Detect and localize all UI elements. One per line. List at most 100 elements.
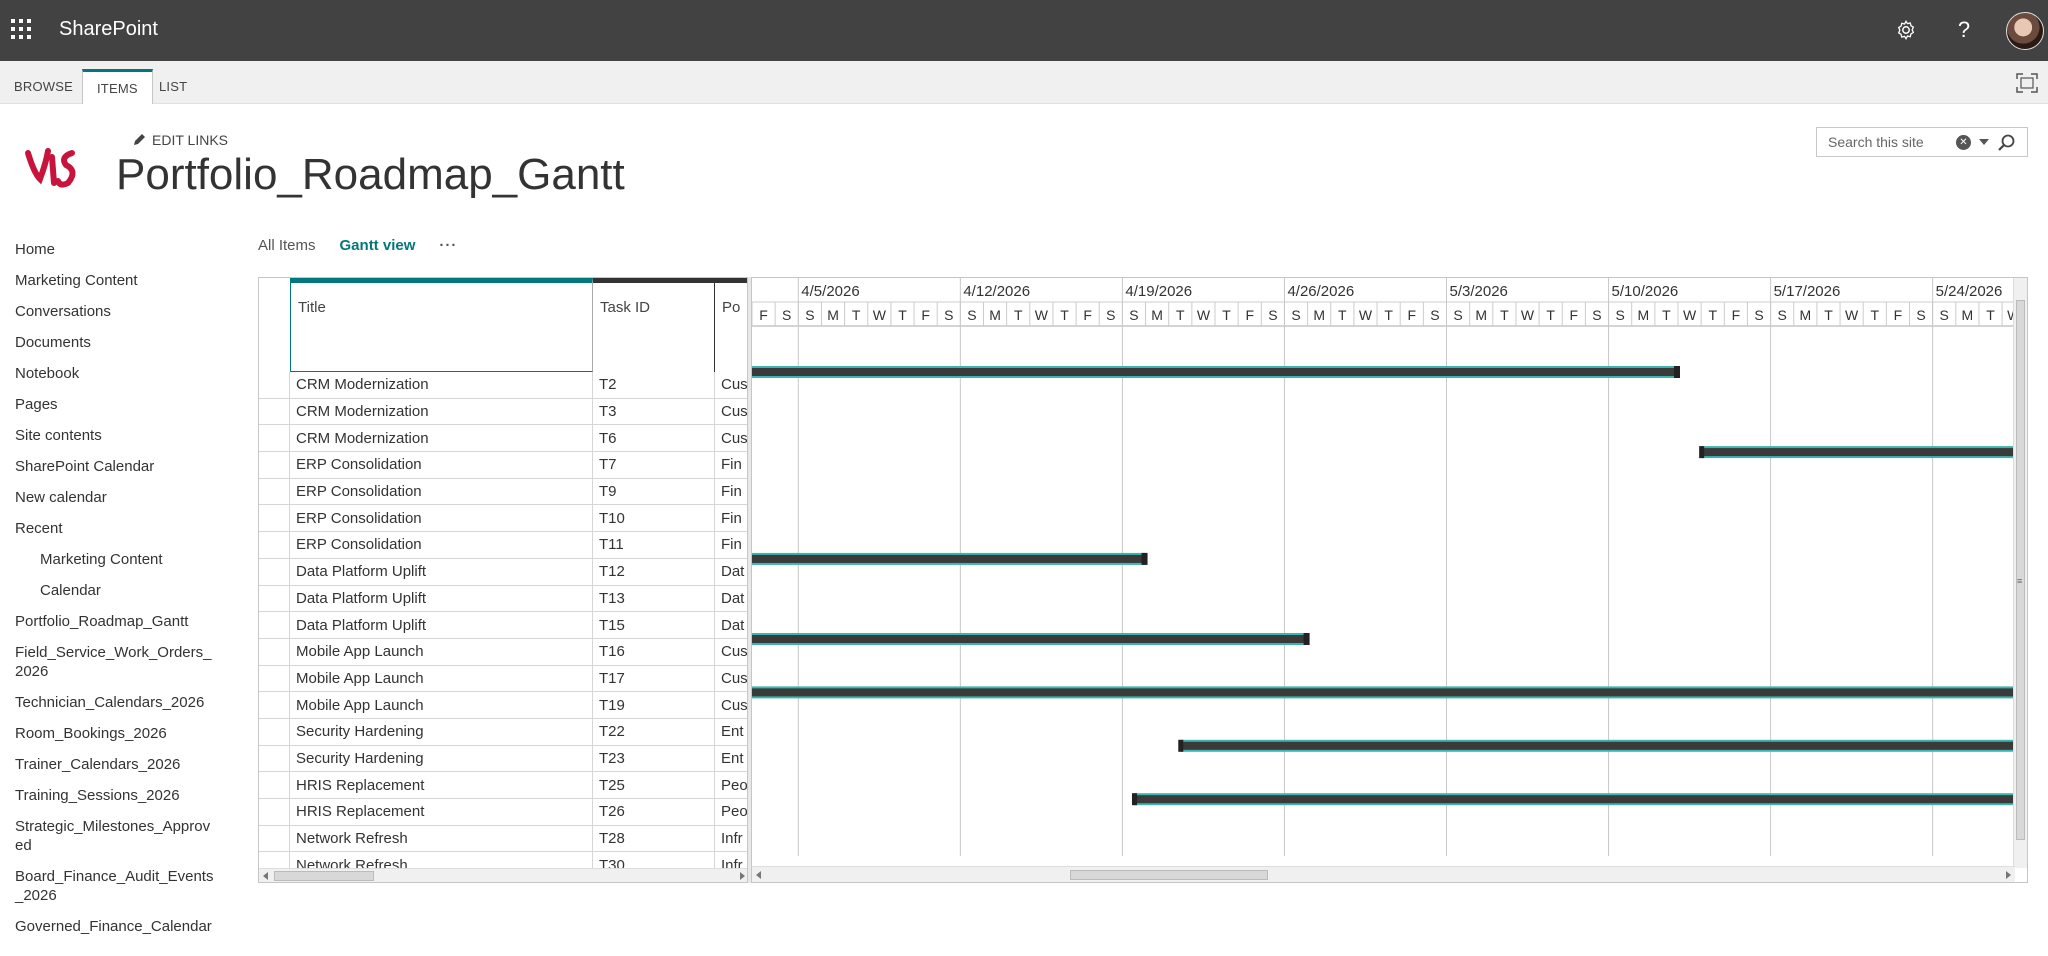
table-row[interactable]: Data Platform Uplift T15 Dat (259, 612, 747, 639)
gantt-bar-end-handle[interactable] (1303, 633, 1310, 645)
nav-item-pages[interactable]: Pages (15, 396, 58, 413)
table-row[interactable]: ERP Consolidation T11 Fin (259, 532, 747, 559)
nav-item-strategic-milestones[interactable]: Strategic_Milestones_Approved (15, 818, 211, 854)
gantt-bar[interactable] (1133, 795, 2015, 804)
cell-title[interactable]: Mobile App Launch (290, 638, 593, 665)
cell-portfolio[interactable]: Cus (715, 666, 747, 692)
table-row[interactable]: Network Refresh T28 Infr (259, 825, 747, 853)
scroll-right-icon[interactable] (740, 872, 745, 880)
table-row[interactable]: HRIS Replacement T25 Peo (259, 772, 747, 799)
cell-title[interactable]: HRIS Replacement (290, 772, 593, 798)
table-row[interactable]: Security Hardening T22 Ent (259, 718, 747, 746)
cell-title[interactable]: ERP Consolidation (290, 452, 593, 478)
pane-splitter[interactable] (748, 277, 752, 883)
row-selector[interactable] (259, 692, 290, 718)
cell-title[interactable]: Network Refresh (290, 825, 593, 852)
cell-portfolio[interactable]: Cus (715, 639, 747, 665)
cell-portfolio[interactable]: Cus (715, 425, 747, 451)
cell-portfolio[interactable]: Dat (715, 612, 747, 638)
cell-task-id[interactable]: T26 (593, 799, 715, 825)
gantt-bar[interactable] (752, 688, 2015, 697)
cell-task-id[interactable]: T3 (593, 398, 715, 425)
cell-task-id[interactable]: T16 (593, 638, 715, 665)
nav-item-home[interactable]: Home (15, 241, 56, 258)
gantt-bar[interactable] (1701, 448, 2015, 457)
cell-task-id[interactable]: T6 (593, 425, 715, 452)
cell-title[interactable]: CRM Modernization (290, 372, 593, 398)
nav-item-portfolio-roadmap-gantt[interactable]: Portfolio_Roadmap_Gantt (15, 613, 189, 630)
row-selector[interactable] (259, 612, 290, 638)
row-selector[interactable] (259, 398, 290, 425)
waffle-icon[interactable] (11, 19, 31, 39)
row-selector[interactable] (259, 772, 290, 798)
gantt-bar-start-handle[interactable] (1178, 739, 1184, 752)
cell-task-id[interactable]: T17 (593, 665, 715, 692)
gantt-horizontal-scrollbar[interactable] (752, 866, 2015, 882)
avatar[interactable] (2006, 12, 2044, 50)
site-logo[interactable] (24, 143, 86, 195)
cell-portfolio[interactable]: Cus (715, 692, 747, 718)
row-selector[interactable] (259, 799, 290, 825)
ribbon-tab-browse[interactable]: BROWSE (14, 79, 73, 94)
row-selector[interactable] (259, 585, 290, 612)
column-header-title[interactable]: Title (290, 278, 593, 372)
table-row[interactable]: Security Hardening T23 Ent (259, 745, 747, 773)
nav-item-site-contents[interactable]: Site contents (15, 427, 102, 444)
cell-title[interactable]: Security Hardening (290, 745, 593, 772)
ribbon-tab-list[interactable]: LIST (159, 79, 188, 94)
row-selector[interactable] (259, 665, 290, 692)
table-row[interactable]: Mobile App Launch T19 Cus (259, 692, 747, 719)
cell-title[interactable]: Mobile App Launch (290, 665, 593, 692)
nav-item-conversations[interactable]: Conversations (15, 303, 111, 320)
row-selector[interactable] (259, 425, 290, 452)
cell-title[interactable]: HRIS Replacement (290, 799, 593, 825)
nav-item-board-finance-audit-events[interactable]: Board_Finance_Audit_Events_2026 (15, 868, 214, 904)
cell-portfolio[interactable]: Dat (715, 559, 747, 585)
nav-item-marketing-content[interactable]: Marketing Content (15, 272, 138, 289)
scrollbar-thumb[interactable] (1070, 870, 1268, 880)
table-row[interactable]: HRIS Replacement T26 Peo (259, 799, 747, 826)
nav-subitem-marketing-content[interactable]: Marketing Content (40, 551, 163, 568)
clear-search-icon[interactable]: ✕ (1956, 135, 1971, 150)
cell-title[interactable]: ERP Consolidation (290, 478, 593, 505)
nav-item-recent[interactable]: Recent (15, 520, 63, 537)
cell-title[interactable]: Data Platform Uplift (290, 558, 593, 585)
table-row[interactable]: ERP Consolidation T9 Fin (259, 478, 747, 506)
gantt-bar-end-handle[interactable] (1141, 552, 1148, 565)
row-selector[interactable] (259, 825, 290, 852)
scrollbar-thumb[interactable] (274, 871, 374, 881)
ribbon-tab-items[interactable]: ITEMS (82, 69, 153, 104)
cell-portfolio[interactable]: Cus (715, 372, 747, 398)
scroll-left-icon[interactable] (263, 872, 268, 880)
scroll-left-icon[interactable] (756, 871, 761, 879)
cell-portfolio[interactable]: Fin (715, 452, 747, 478)
edit-links-button[interactable]: EDIT LINKS (132, 132, 228, 148)
cell-portfolio[interactable]: Dat (715, 586, 747, 612)
scroll-right-icon[interactable] (2006, 871, 2011, 879)
column-header-portfolio[interactable]: Po (715, 278, 747, 372)
cell-portfolio[interactable]: Fin (715, 479, 747, 505)
nav-item-trainer-calendars[interactable]: Trainer_Calendars_2026 (15, 756, 181, 773)
gantt-bar[interactable] (752, 554, 1146, 563)
cell-task-id[interactable]: T12 (593, 558, 715, 585)
search-input[interactable] (1818, 129, 1958, 155)
cell-portfolio[interactable]: Fin (715, 505, 747, 531)
table-row[interactable]: Data Platform Uplift T12 Dat (259, 558, 747, 586)
focus-mode-icon[interactable] (2016, 73, 2038, 93)
cell-portfolio[interactable]: Fin (715, 532, 747, 558)
table-row[interactable]: Data Platform Uplift T13 Dat (259, 585, 747, 613)
cell-title[interactable]: ERP Consolidation (290, 505, 593, 532)
search-icon[interactable] (1997, 133, 2019, 153)
cell-task-id[interactable]: T19 (593, 692, 715, 718)
cell-title[interactable]: Data Platform Uplift (290, 585, 593, 612)
row-selector[interactable] (259, 558, 290, 585)
cell-portfolio[interactable]: Cus (715, 399, 747, 425)
scrollbar-thumb[interactable] (2016, 300, 2025, 840)
cell-portfolio[interactable]: Ent (715, 719, 747, 745)
nav-item-new-calendar[interactable]: New calendar (15, 489, 107, 506)
cell-task-id[interactable]: T25 (593, 772, 715, 798)
more-views-icon[interactable]: ··· (439, 237, 458, 254)
nav-item-technician-calendars[interactable]: Technician_Calendars_2026 (15, 694, 205, 711)
row-selector[interactable] (259, 532, 290, 558)
help-icon[interactable]: ? (1957, 17, 1971, 42)
